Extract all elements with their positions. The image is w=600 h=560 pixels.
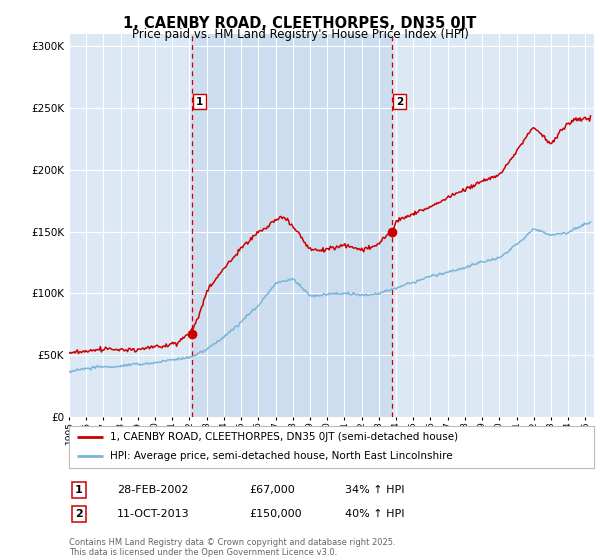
Text: HPI: Average price, semi-detached house, North East Lincolnshire: HPI: Average price, semi-detached house,… — [110, 451, 452, 461]
Text: 28-FEB-2002: 28-FEB-2002 — [117, 485, 188, 495]
Text: £67,000: £67,000 — [249, 485, 295, 495]
Text: 40% ↑ HPI: 40% ↑ HPI — [345, 509, 404, 519]
Bar — [192, 34, 392, 417]
Text: £150,000: £150,000 — [249, 509, 302, 519]
Text: 1, CAENBY ROAD, CLEETHORPES, DN35 0JT (semi-detached house): 1, CAENBY ROAD, CLEETHORPES, DN35 0JT (s… — [110, 432, 458, 442]
Text: 11-OCT-2013: 11-OCT-2013 — [117, 509, 190, 519]
Text: 2: 2 — [75, 509, 83, 519]
Text: 1: 1 — [196, 97, 203, 106]
Text: 1, CAENBY ROAD, CLEETHORPES, DN35 0JT: 1, CAENBY ROAD, CLEETHORPES, DN35 0JT — [124, 16, 476, 31]
Text: Price paid vs. HM Land Registry's House Price Index (HPI): Price paid vs. HM Land Registry's House … — [131, 28, 469, 41]
Text: 2: 2 — [396, 97, 403, 106]
Text: 1: 1 — [75, 485, 83, 495]
Text: Contains HM Land Registry data © Crown copyright and database right 2025.
This d: Contains HM Land Registry data © Crown c… — [69, 538, 395, 557]
Text: 34% ↑ HPI: 34% ↑ HPI — [345, 485, 404, 495]
